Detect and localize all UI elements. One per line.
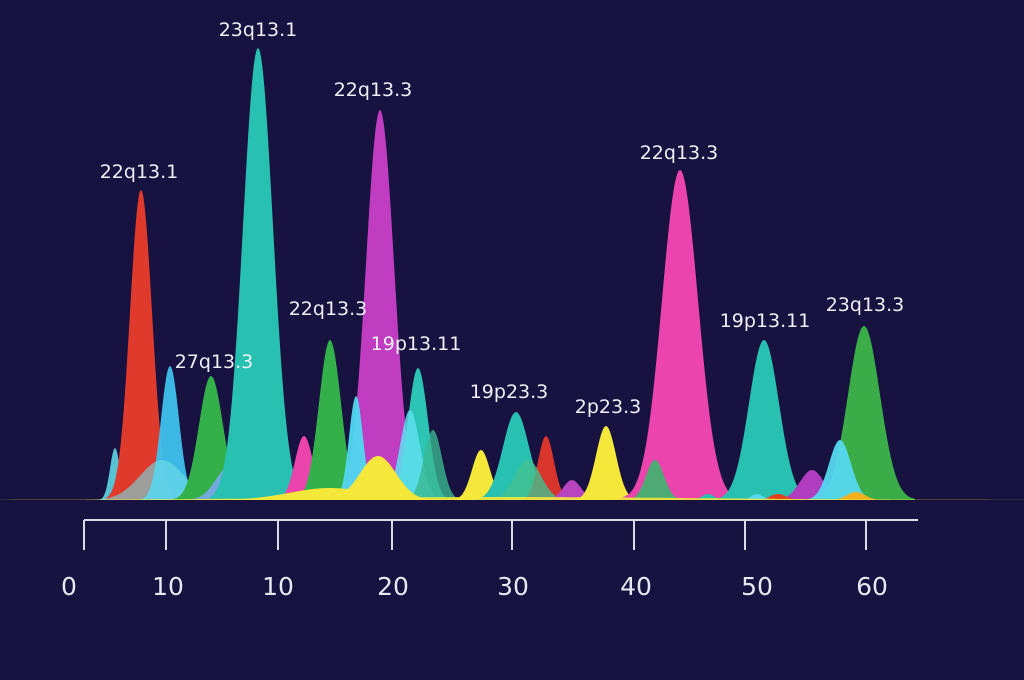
peak-30	[804, 440, 876, 500]
x-tick-label: 10	[152, 572, 184, 601]
x-tick-label: 50	[741, 572, 773, 601]
peak-label: 23q13.3	[826, 294, 905, 316]
peak-label: 19p13.11	[371, 333, 462, 355]
peak-1	[105, 190, 177, 500]
peak-14	[320, 456, 436, 500]
peak-6	[210, 48, 306, 500]
peak-labels: 23q13.122q13.322q13.122q13.322q13.319p13…	[100, 19, 905, 418]
x-tick-label: 20	[377, 572, 409, 601]
peak-24	[626, 460, 684, 500]
x-tick-label: 60	[856, 572, 888, 601]
peak-13	[404, 430, 462, 500]
peaks-layer	[0, 48, 1024, 500]
x-axis: 0 10 10 20 30 40 50 60	[61, 519, 918, 601]
peak-label: 27q13.3	[175, 351, 254, 373]
x-tick-label: 10	[262, 572, 294, 601]
peak-15	[202, 488, 458, 500]
x-tick-label: 0	[61, 572, 77, 601]
peak-label: 23q13.1	[219, 19, 298, 41]
peak-label: 22q13.1	[100, 161, 179, 183]
peak-32	[737, 494, 777, 500]
peak-label: 2p23.3	[575, 396, 641, 418]
peak-23	[622, 170, 738, 500]
peak-label: 19p13.11	[720, 310, 811, 332]
x-tick-label: 40	[620, 572, 652, 601]
peak-label: 22q13.3	[334, 79, 413, 101]
peak-31	[827, 492, 885, 500]
peak-21	[574, 426, 638, 500]
peak-19	[486, 460, 570, 500]
peak-label: 22q13.3	[289, 298, 368, 320]
peak-label: 22q13.3	[640, 142, 719, 164]
peak-33	[0, 497, 1024, 500]
x-tick-label: 30	[497, 572, 529, 601]
peak-label: 19p23.3	[470, 381, 549, 403]
peak-26	[716, 340, 812, 500]
